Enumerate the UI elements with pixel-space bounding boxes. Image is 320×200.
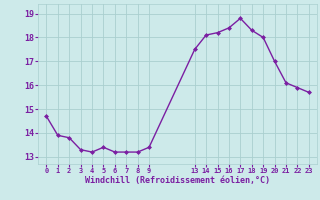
X-axis label: Windchill (Refroidissement éolien,°C): Windchill (Refroidissement éolien,°C) <box>85 176 270 185</box>
